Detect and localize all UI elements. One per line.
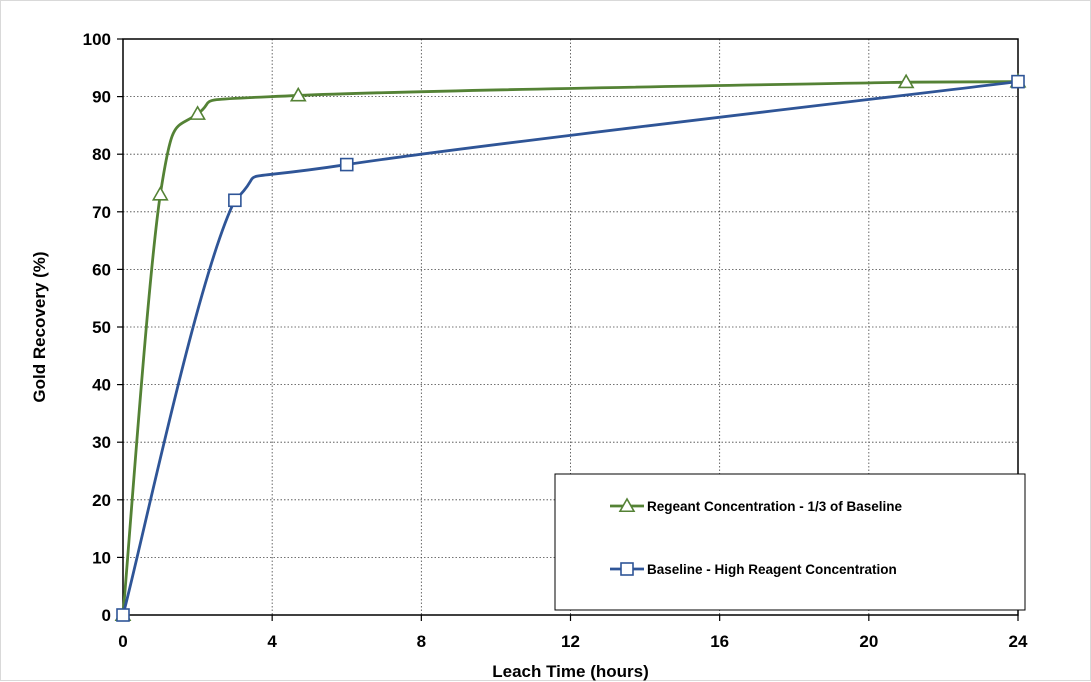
y-tick-label: 70 xyxy=(92,203,111,222)
y-tick-label: 40 xyxy=(92,376,111,395)
y-tick-label: 100 xyxy=(83,30,111,49)
legend: Regeant Concentration - 1/3 of Baseline B… xyxy=(554,473,1026,611)
legend-marker xyxy=(618,497,636,513)
data-point xyxy=(228,193,242,208)
legend-entries: Regeant Concentration - 1/3 of Baseline B… xyxy=(610,497,903,577)
data-point xyxy=(116,608,130,622)
y-tick-label: 90 xyxy=(92,88,111,107)
series-layer xyxy=(114,73,1027,622)
data-point xyxy=(151,185,169,201)
legend-marker xyxy=(620,562,634,576)
x-axis-title: Leach Time (hours) xyxy=(492,662,649,681)
x-tick-label: 0 xyxy=(118,632,127,651)
series-2 xyxy=(116,74,1025,622)
y-tick-label: 10 xyxy=(92,548,111,567)
y-tick-label: 60 xyxy=(92,260,111,279)
legend-label: Baseline - High Reagent Concentration xyxy=(647,562,897,577)
x-tick-label: 16 xyxy=(710,632,729,651)
x-axis-ticks: 0 4 8 12 16 20 24 xyxy=(118,615,1028,651)
legend-entry: Baseline - High Reagent Concentration xyxy=(610,562,897,577)
x-tick-label: 4 xyxy=(267,632,277,651)
x-tick-label: 20 xyxy=(859,632,878,651)
data-point xyxy=(189,105,206,120)
y-tick-label: 50 xyxy=(92,318,111,337)
y-axis-title: Gold Recovery (%) xyxy=(30,251,49,402)
data-point xyxy=(289,86,307,102)
legend-label: Regeant Concentration - 1/3 of Baseline xyxy=(647,499,903,514)
x-tick-label: 8 xyxy=(417,632,426,651)
legend-box xyxy=(554,473,1026,611)
data-point xyxy=(897,73,915,89)
y-tick-label: 20 xyxy=(92,491,111,510)
legend-entry: Regeant Concentration - 1/3 of Baseline xyxy=(610,497,903,514)
y-axis-ticks: 0 10 20 30 40 50 60 70 80 90 100 xyxy=(83,30,123,625)
y-tick-label: 30 xyxy=(92,433,111,452)
series-line xyxy=(121,80,1019,616)
y-tick-label: 0 xyxy=(102,606,111,625)
x-tick-label: 12 xyxy=(561,632,580,651)
y-tick-label: 80 xyxy=(92,145,111,164)
x-tick-label: 24 xyxy=(1009,632,1028,651)
data-point xyxy=(1011,74,1025,89)
data-point xyxy=(339,157,354,172)
